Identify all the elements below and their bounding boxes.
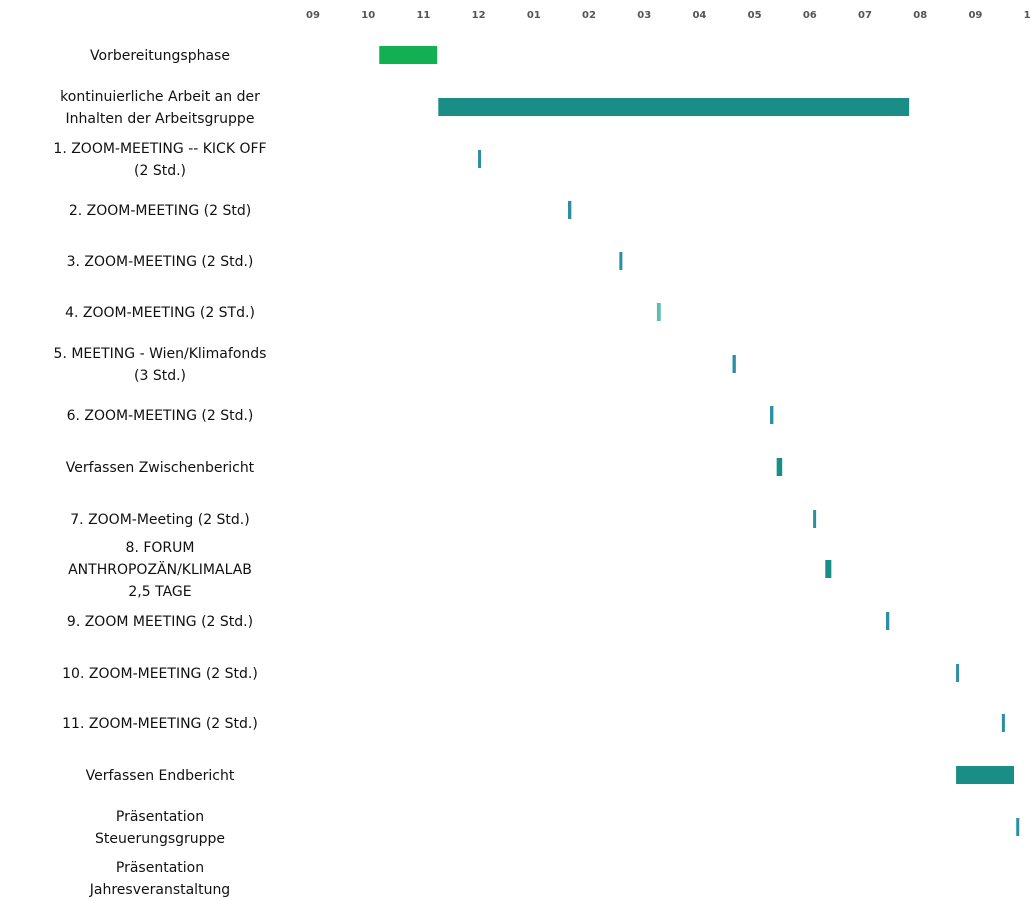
task-bar bbox=[568, 201, 572, 219]
task-labels: Vorbereitungsphase kontinuierliche Arbeit… bbox=[53, 48, 266, 898]
task-label: 6. ZOOM-MEETING (2 Std.) bbox=[67, 408, 254, 424]
x-tick-label: 08 bbox=[913, 10, 927, 21]
task-label: kontinuierliche Arbeit an der Inhalten de… bbox=[60, 89, 260, 127]
task-bar bbox=[619, 252, 623, 270]
x-tick-label: 05 bbox=[748, 10, 762, 21]
task-label: 5. MEETING - Wien/Klimafonds (3 Std.) bbox=[54, 346, 267, 384]
x-axis-ticks: 09 10 11 12 01 02 03 04 05 06 07 08 09 10 bbox=[306, 10, 1030, 21]
x-tick-label: 11 bbox=[416, 10, 430, 21]
x-tick-label: 04 bbox=[692, 10, 706, 21]
task-bar bbox=[1016, 818, 1020, 836]
task-bar bbox=[825, 560, 832, 578]
x-tick-label: 01 bbox=[527, 10, 541, 21]
task-label: 2. ZOOM-MEETING (2 Std) bbox=[69, 203, 251, 219]
task-bar bbox=[956, 766, 1015, 784]
task-bars bbox=[379, 46, 1020, 836]
task-label: 8. FORUM ANTHROPOZÄN/KLIMALAB 2,5 TAGE bbox=[68, 540, 252, 600]
task-bar bbox=[478, 150, 482, 168]
x-tick-label: 09 bbox=[968, 10, 982, 21]
x-tick-label: 12 bbox=[472, 10, 486, 21]
task-label: 1. ZOOM-MEETING -- KICK OFF (2 Std.) bbox=[53, 141, 266, 179]
task-bar bbox=[438, 98, 910, 116]
x-tick-label: 10 bbox=[1024, 10, 1030, 21]
task-bar bbox=[379, 46, 438, 64]
task-label: 10. ZOOM-MEETING (2 Std.) bbox=[62, 666, 258, 682]
task-label: Verfassen Zwischenbericht bbox=[66, 460, 255, 476]
task-bar bbox=[813, 510, 817, 528]
task-bar bbox=[1001, 714, 1005, 732]
task-label: 9. ZOOM MEETING (2 Std.) bbox=[67, 614, 253, 630]
task-label: 4. ZOOM-MEETING (2 STd.) bbox=[65, 305, 255, 321]
x-tick-label: 02 bbox=[582, 10, 596, 21]
task-bar bbox=[956, 664, 960, 682]
task-label: Präsentation Jahresveranstaltung bbox=[89, 860, 230, 898]
x-tick-label: 09 bbox=[306, 10, 320, 21]
x-tick-label: 10 bbox=[361, 10, 375, 21]
task-label: 11. ZOOM-MEETING (2 Std.) bbox=[62, 716, 258, 732]
task-label: 3. ZOOM-MEETING (2 Std.) bbox=[67, 254, 254, 270]
task-label: Präsentation Steuerungsgruppe bbox=[95, 809, 225, 847]
task-bar bbox=[770, 406, 774, 424]
task-bar bbox=[656, 303, 661, 321]
task-label: Vorbereitungsphase bbox=[90, 48, 230, 64]
x-tick-label: 03 bbox=[637, 10, 651, 21]
task-label: Verfassen Endbericht bbox=[86, 768, 235, 784]
task-bar bbox=[885, 612, 890, 630]
x-tick-label: 06 bbox=[803, 10, 817, 21]
task-label: 7. ZOOM-Meeting (2 Std.) bbox=[70, 512, 249, 528]
task-bar bbox=[732, 355, 736, 373]
task-bar bbox=[776, 458, 783, 476]
x-tick-label: 07 bbox=[858, 10, 872, 21]
